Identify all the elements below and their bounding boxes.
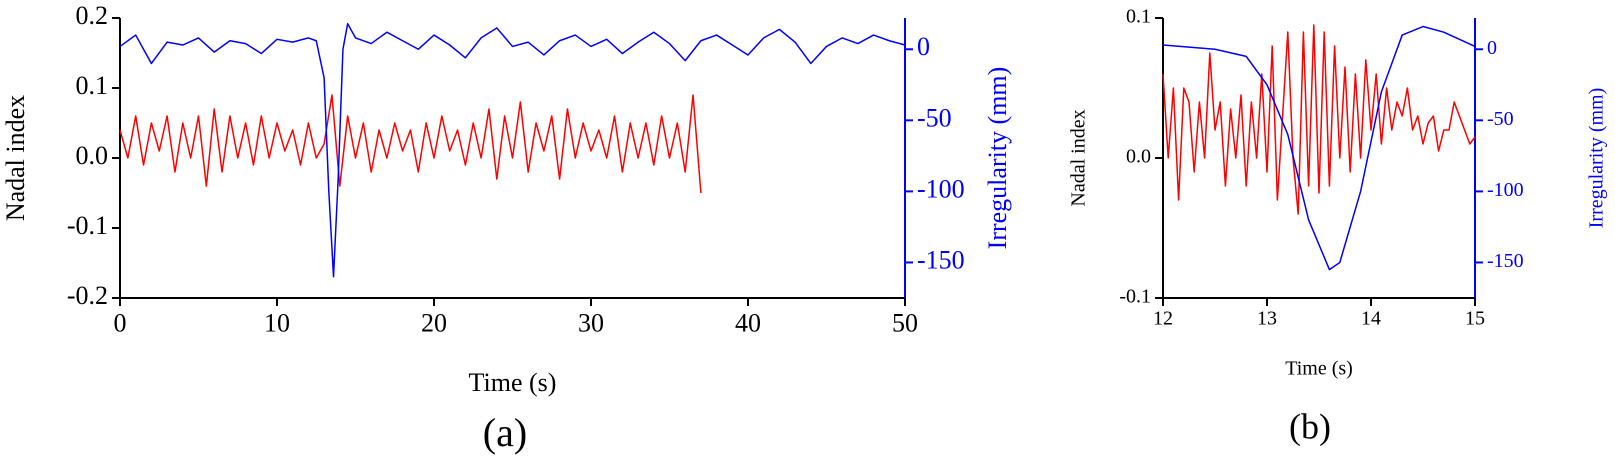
x-tick-label: 40: [735, 308, 761, 337]
x-axis-label: Time (s): [1285, 358, 1353, 380]
y2-axis-label: Irregularity (mm): [1586, 88, 1608, 229]
y2-tick-label: -100: [1487, 179, 1524, 201]
x-tick-label: 12: [1153, 308, 1173, 330]
y2-tick-label: -150: [917, 245, 965, 274]
data-line: [119, 22, 906, 278]
y2-tick-label: -50: [917, 103, 952, 132]
y2-axis-label: Irregularity (mm): [983, 67, 1012, 250]
y-tick-label: 0.0: [1126, 146, 1151, 168]
y-tick-label: 0.2: [76, 1, 109, 30]
x-tick-label: 0: [114, 308, 127, 337]
x-tick-label: 20: [421, 308, 447, 337]
y-axis-label: Nadal index: [1068, 109, 1090, 206]
y2-tick-label: 0: [1487, 37, 1497, 59]
x-tick-label: 14: [1361, 308, 1381, 330]
y-tick-label: 0.0: [76, 141, 109, 170]
y2-tick-label: -50: [1487, 108, 1514, 130]
y-tick-label: 0.1: [1126, 6, 1151, 28]
caption: (b): [1289, 406, 1331, 446]
x-tick-label: 50: [892, 308, 918, 337]
y-tick-label: 0.1: [76, 71, 109, 100]
y2-tick-label: 0: [917, 32, 930, 61]
y-tick-label: -0.2: [67, 281, 108, 310]
x-tick-label: 10: [264, 308, 290, 337]
y-tick-label: -0.1: [67, 211, 108, 240]
data-line: [1162, 25, 1476, 271]
x-tick-label: 15: [1465, 308, 1485, 330]
data-line: [1162, 24, 1476, 215]
y-axis-label: Nadal index: [1, 95, 30, 221]
x-axis-label: Time (s): [469, 368, 557, 397]
caption: (a): [483, 410, 527, 455]
y-tick-label: -0.1: [1119, 286, 1151, 308]
x-tick-label: 13: [1257, 308, 1277, 330]
y2-tick-label: -100: [917, 174, 965, 203]
y2-tick-label: -150: [1487, 250, 1524, 272]
data-line: [119, 94, 702, 194]
x-tick-label: 30: [578, 308, 604, 337]
